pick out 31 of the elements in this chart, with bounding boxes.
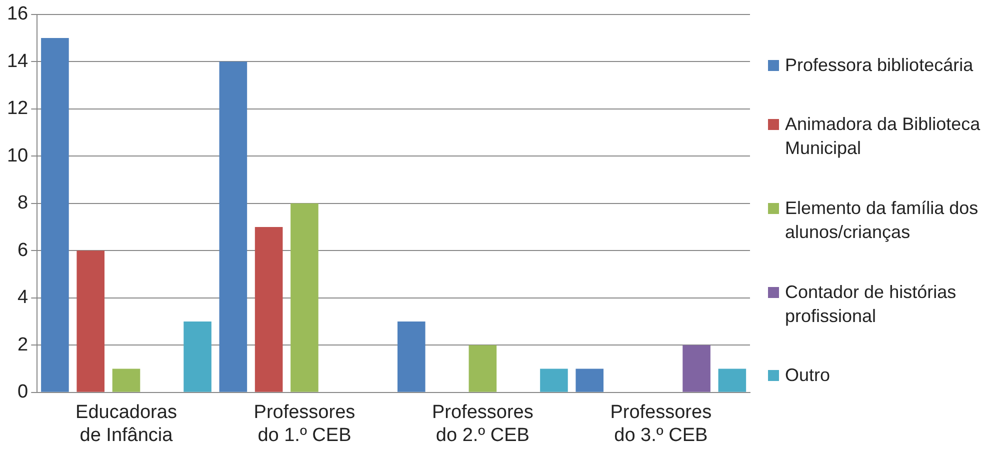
y-tick-label: 12 bbox=[6, 98, 28, 120]
x-tick-label: Professores do 2.º CEB bbox=[432, 402, 534, 446]
legend-label: Outro bbox=[785, 364, 830, 388]
bar bbox=[254, 227, 283, 392]
bar bbox=[682, 345, 710, 392]
y-tick-label: 0 bbox=[18, 382, 28, 403]
bar bbox=[76, 250, 104, 392]
y-tick-label: 6 bbox=[18, 240, 28, 261]
x-tick-label: Professores do 3.º CEB bbox=[610, 402, 712, 446]
bar bbox=[397, 322, 426, 392]
y-tick-label: 4 bbox=[18, 287, 29, 308]
bar bbox=[184, 322, 212, 392]
bar bbox=[41, 38, 69, 392]
legend-label: Elemento da família dos alunos/crianças bbox=[785, 196, 980, 244]
bar bbox=[718, 368, 746, 392]
bar bbox=[112, 368, 140, 392]
bar bbox=[468, 345, 497, 392]
legend-label: Animadora da Biblioteca Municipal bbox=[785, 113, 982, 160]
bar bbox=[576, 368, 604, 392]
y-tick-label: 8 bbox=[18, 192, 28, 214]
x-tick-label: Professores do 1.º CEB bbox=[254, 402, 356, 446]
legend-label: Professora bibliotecária bbox=[785, 54, 974, 77]
y-tick-label: 2 bbox=[18, 334, 28, 356]
bar bbox=[219, 62, 248, 392]
y-tick-label: 10 bbox=[6, 145, 28, 166]
x-tick-label: Educadoras de Infância bbox=[76, 402, 177, 446]
legend-label: Contador de histórias profissional bbox=[785, 280, 958, 328]
y-tick-label: 14 bbox=[6, 50, 29, 72]
y-tick-label: 16 bbox=[6, 4, 28, 25]
bar bbox=[290, 203, 318, 392]
bar bbox=[540, 368, 568, 392]
